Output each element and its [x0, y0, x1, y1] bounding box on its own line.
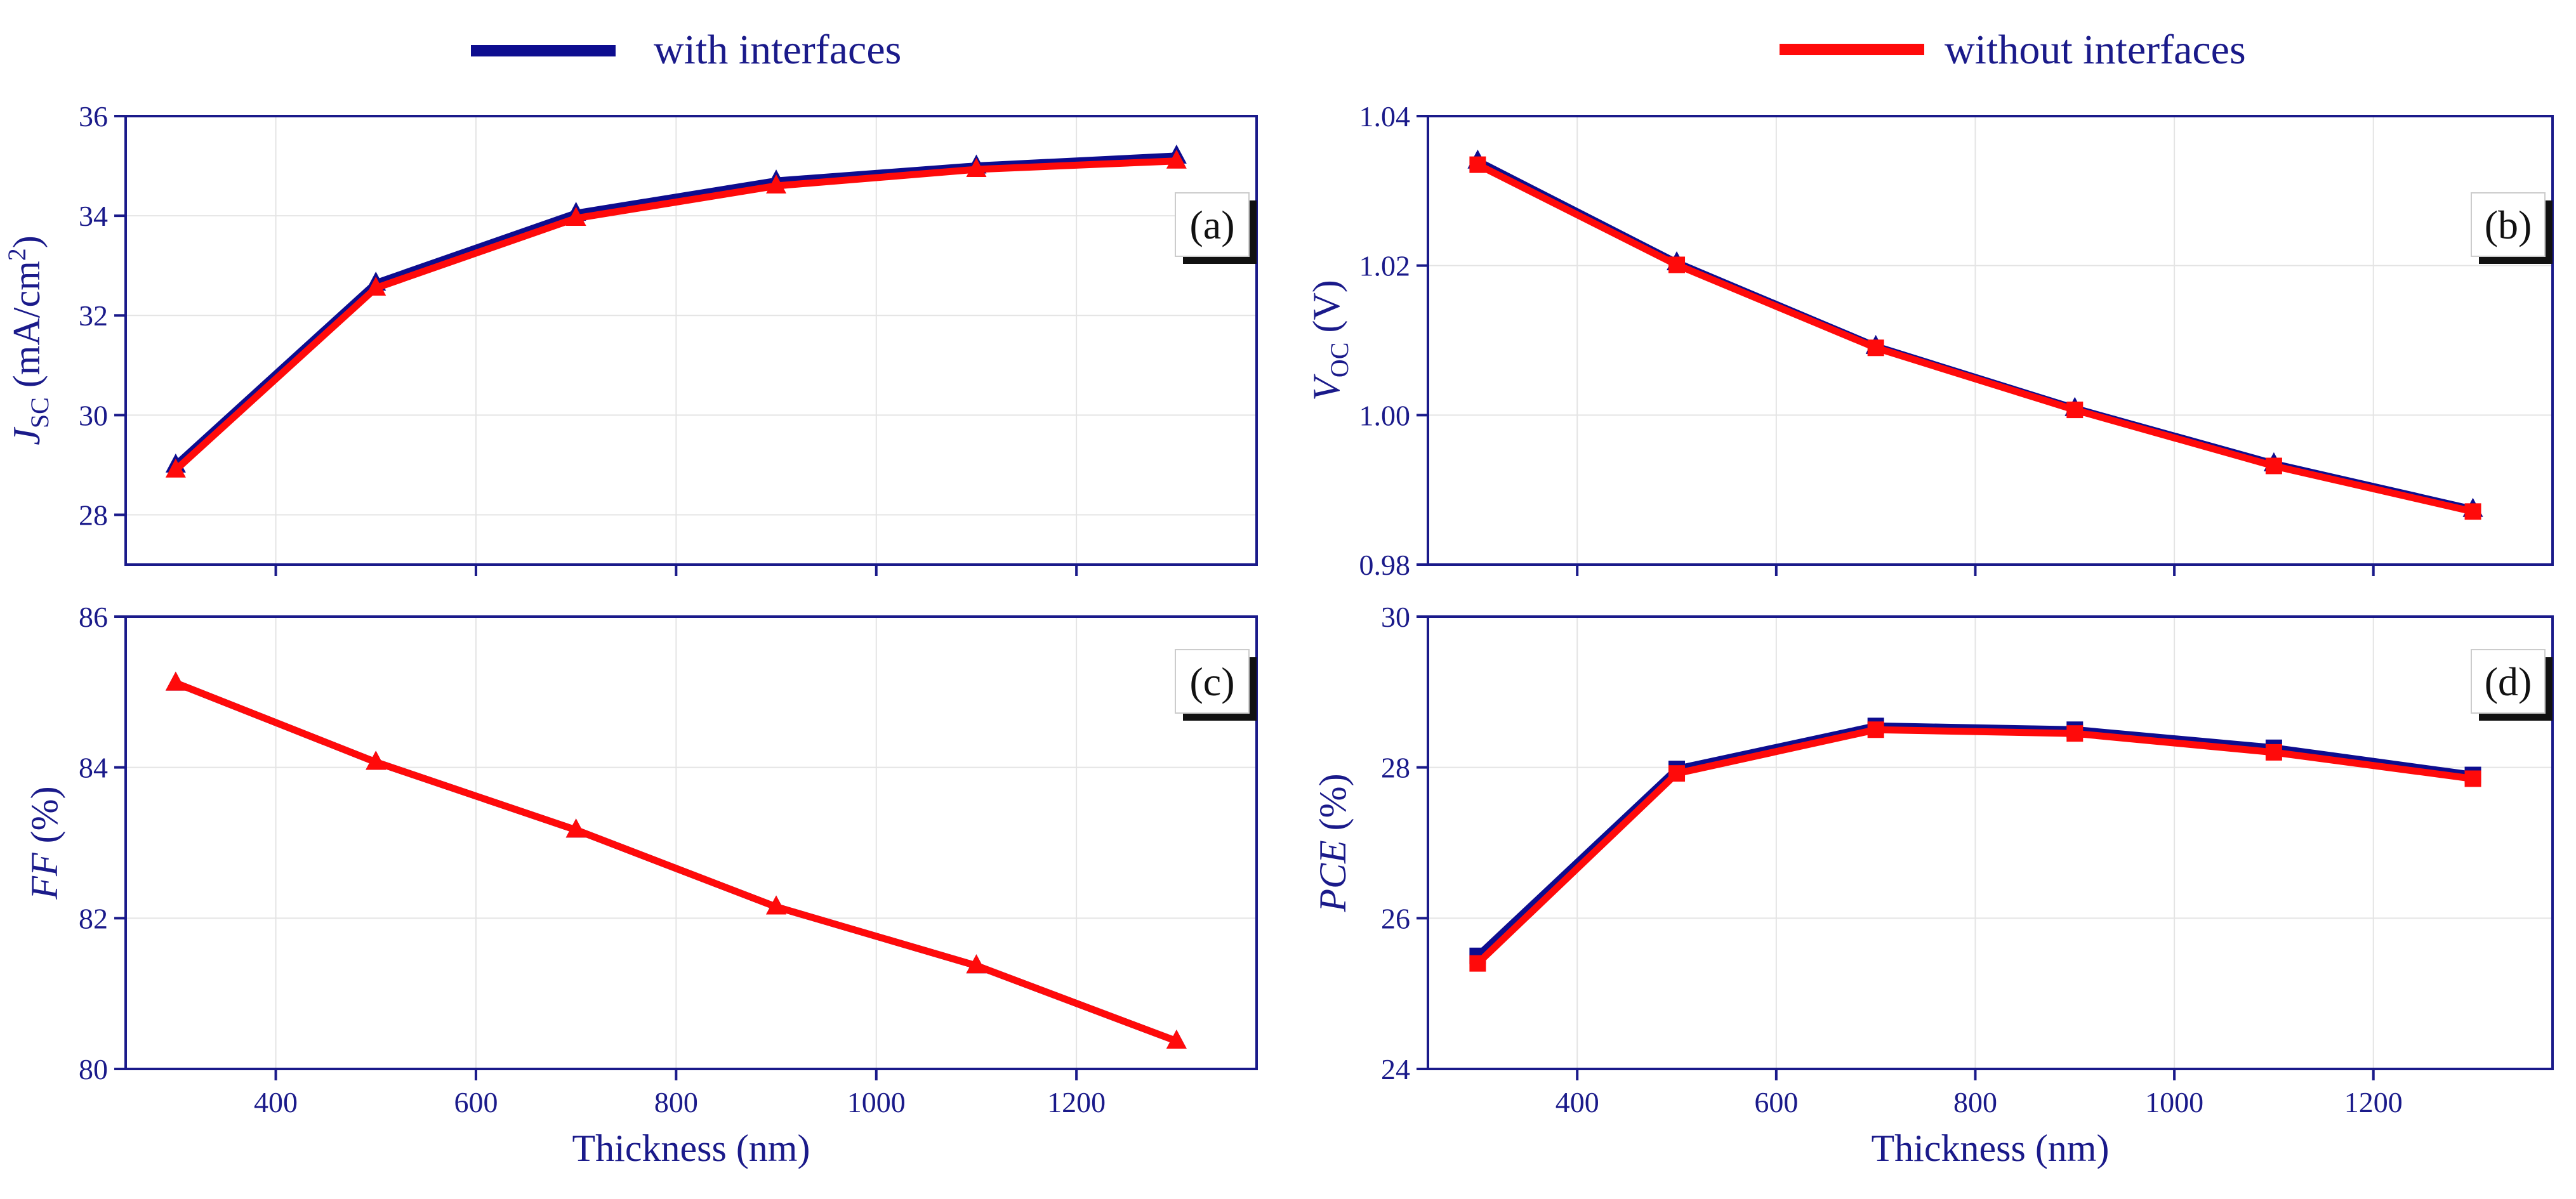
- data-point: [165, 458, 186, 478]
- x-tick-label: 1000: [2145, 1086, 2203, 1118]
- x-tick-label: 1000: [847, 1086, 906, 1118]
- y-tick-label: 86: [79, 601, 108, 633]
- data-point: [1867, 721, 1884, 738]
- panel-label-box: (a): [1175, 192, 1257, 264]
- data-point: [966, 954, 987, 974]
- y-tick-label: 26: [1381, 902, 1410, 934]
- data-point: [766, 895, 787, 915]
- y-tick-label: 1.00: [1359, 399, 1411, 431]
- x-tick-label: 800: [654, 1086, 698, 1118]
- y-tick-label: 28: [79, 499, 108, 531]
- grid: [1428, 115, 2553, 565]
- grid: [126, 115, 1257, 565]
- panel-label-box: (c): [1175, 649, 1257, 721]
- series-line: [173, 152, 1177, 468]
- data-point: [565, 207, 586, 226]
- plot-frame: [124, 615, 1258, 1070]
- y-tick-label: 1.02: [1359, 250, 1411, 282]
- x-tick-label: 1200: [2344, 1086, 2403, 1118]
- panel-b: 0.98 1.00 1.02 1.04 VOC (V) (b): [1305, 100, 2554, 581]
- plot-frame: [1427, 615, 2554, 1070]
- y-tick-label: 82: [79, 902, 108, 934]
- data-point: [1166, 1030, 1187, 1049]
- legend-label-without: without interfaces: [1945, 27, 2246, 73]
- y-axis-title: VOC (V): [1305, 280, 1354, 401]
- data-point: [1166, 149, 1187, 169]
- data-point: [2464, 770, 2481, 787]
- x-tick-label: 400: [1556, 1086, 1599, 1118]
- data-point: [165, 671, 186, 691]
- y-tick-label: 34: [79, 200, 108, 232]
- data-point: [766, 174, 787, 193]
- legend-label-with: with interfaces: [654, 27, 901, 73]
- y-tick-label: 1.04: [1359, 100, 1411, 133]
- x-tick-label: 400: [254, 1086, 298, 1118]
- series-line: [1476, 161, 2474, 515]
- panel-label: (a): [1189, 202, 1234, 247]
- data-point: [1668, 765, 1686, 782]
- series-line: [174, 679, 1178, 1045]
- panel-d: 24 26 28 30 400 600 800 1000 1200 Thickness (nm) P…: [1312, 601, 2554, 1169]
- x-tick-label: 800: [1953, 1086, 1997, 1118]
- data-point: [565, 818, 586, 838]
- data-point: [2066, 402, 2084, 419]
- x-tick-label: 600: [1754, 1086, 1798, 1118]
- data-point: [366, 277, 386, 296]
- x-axis-title: Thickness (nm): [572, 1127, 810, 1169]
- series-without-interfaces: [165, 671, 1187, 1049]
- data-point: [1469, 156, 1486, 173]
- grid: [126, 616, 1257, 1070]
- y-tick-label: 28: [1381, 752, 1410, 784]
- panel-a: 28 30 32 34 36 JSC (mA/cm2) (a): [3, 100, 1258, 576]
- y-axis-title: JSC (mA/cm2): [3, 235, 54, 445]
- panel-c: 80 82 84 86 400 600 800 1000 1200 Thickness (nm) F…: [23, 601, 1258, 1169]
- panel-label: (c): [1189, 659, 1234, 704]
- series-without-interfaces: [1469, 156, 2481, 520]
- data-point: [366, 750, 386, 770]
- y-axis-title: FF (%): [23, 786, 65, 900]
- data-point: [2464, 503, 2481, 520]
- data-point: [2265, 744, 2282, 761]
- data-point: [2066, 725, 2084, 742]
- y-tick-label: 84: [79, 752, 108, 784]
- panel-label-box: (d): [2471, 649, 2553, 721]
- y-tick-label: 30: [79, 399, 108, 431]
- legend: with interfaces without interfaces: [471, 27, 2246, 73]
- y-tick-label: 36: [79, 100, 108, 133]
- plot-frame: [124, 115, 1258, 566]
- data-point: [2265, 457, 2282, 475]
- series-without-interfaces: [1469, 721, 2481, 972]
- series-line: [173, 157, 1177, 473]
- y-tick-label: 80: [79, 1053, 108, 1085]
- panel-label-box: (b): [2471, 192, 2553, 264]
- x-axis-title: Thickness (nm): [1872, 1127, 2110, 1169]
- y-tick-label: 32: [79, 299, 108, 332]
- data-point: [966, 158, 987, 178]
- x-tick-label: 1200: [1047, 1086, 1106, 1118]
- data-point: [1668, 256, 1686, 273]
- y-tick-label: 0.98: [1359, 549, 1411, 581]
- data-point: [1469, 955, 1486, 972]
- panel-label: (b): [2485, 202, 2532, 247]
- series-line: [1475, 722, 2474, 959]
- y-axis-title: PCE (%): [1312, 773, 1354, 912]
- plot-frame: [1427, 115, 2554, 566]
- y-tick-label: 30: [1381, 601, 1410, 633]
- series-without-interfaces: [165, 149, 1187, 478]
- series-line: [1475, 726, 2474, 966]
- data-point: [1867, 339, 1884, 357]
- y-tick-label: 24: [1381, 1053, 1410, 1085]
- x-tick-label: 600: [454, 1086, 498, 1118]
- panel-label: (d): [2485, 659, 2532, 704]
